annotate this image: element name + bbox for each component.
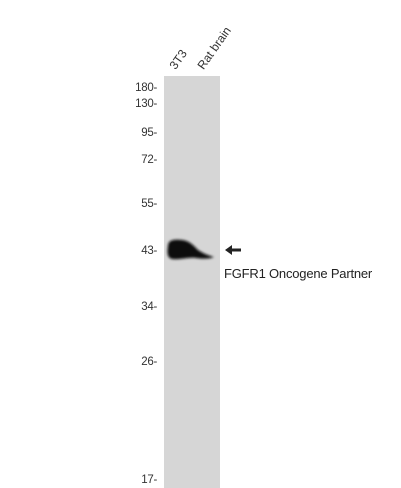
lane-label-rat-brain: Rat brain xyxy=(194,24,234,72)
marker-43: 43- xyxy=(141,245,157,257)
marker-55: 55- xyxy=(141,198,157,210)
arrow-left-icon xyxy=(225,245,241,255)
marker-180: 180- xyxy=(135,82,157,94)
marker-26: 26- xyxy=(141,356,157,368)
blot-membrane xyxy=(164,76,220,488)
band-label: FGFR1 Oncogene Partner xyxy=(224,266,373,281)
marker-17: 17- xyxy=(141,474,157,486)
marker-72: 72- xyxy=(141,154,157,166)
protein-band xyxy=(167,239,214,260)
marker-95: 95- xyxy=(141,127,157,139)
lane-label-3t3: 3T3 xyxy=(166,47,190,72)
marker-130: 130- xyxy=(135,98,157,110)
marker-34: 34- xyxy=(141,301,157,313)
